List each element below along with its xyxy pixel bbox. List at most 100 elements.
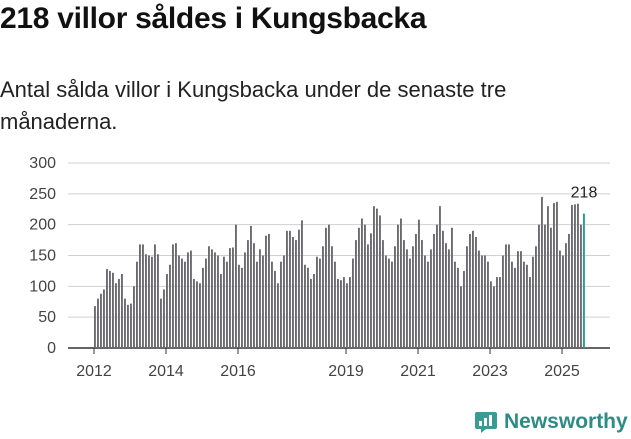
bar bbox=[352, 258, 354, 348]
bar-series bbox=[94, 196, 585, 348]
bar bbox=[523, 261, 525, 348]
x-tick-label: 2014 bbox=[148, 363, 184, 380]
bar bbox=[409, 258, 411, 348]
bar bbox=[508, 244, 510, 348]
bar bbox=[553, 203, 555, 348]
bar bbox=[460, 286, 462, 348]
bar bbox=[484, 255, 486, 348]
bar bbox=[166, 274, 168, 348]
bar bbox=[244, 252, 246, 348]
bar bbox=[319, 258, 321, 348]
bar bbox=[214, 252, 216, 348]
x-tick-label: 2025 bbox=[544, 363, 580, 380]
bar bbox=[568, 233, 570, 348]
bar bbox=[178, 255, 180, 348]
bar bbox=[289, 230, 291, 348]
bar bbox=[574, 204, 576, 348]
bar bbox=[217, 255, 219, 348]
bar bbox=[106, 269, 108, 348]
bar bbox=[412, 246, 414, 348]
bar bbox=[229, 248, 231, 348]
bar bbox=[511, 261, 513, 348]
bar bbox=[253, 243, 255, 348]
bar bbox=[154, 244, 156, 348]
bar bbox=[232, 247, 234, 348]
bar bbox=[376, 208, 378, 348]
bar bbox=[235, 224, 237, 348]
bar bbox=[334, 261, 336, 348]
x-axis: 2012 2014 2016 2019 2021 2023 2025 bbox=[76, 348, 580, 380]
bar bbox=[493, 286, 495, 348]
bar bbox=[190, 250, 192, 348]
bar bbox=[256, 261, 258, 348]
bar bbox=[415, 233, 417, 348]
bar bbox=[340, 280, 342, 348]
bar bbox=[355, 240, 357, 348]
bar bbox=[559, 250, 561, 348]
bar bbox=[448, 249, 450, 348]
bar bbox=[163, 289, 165, 348]
bar bbox=[322, 246, 324, 348]
bar bbox=[181, 258, 183, 348]
bar bbox=[148, 255, 150, 348]
bar bbox=[502, 255, 504, 348]
bar bbox=[406, 249, 408, 348]
bar bbox=[475, 237, 477, 348]
bar bbox=[478, 250, 480, 348]
bar bbox=[433, 233, 435, 348]
bar bbox=[199, 283, 201, 348]
x-tick-label: 2021 bbox=[400, 363, 436, 380]
bar bbox=[331, 246, 333, 348]
bar bbox=[268, 233, 270, 348]
bar bbox=[541, 196, 543, 348]
bar bbox=[580, 224, 582, 348]
bar bbox=[487, 261, 489, 348]
bar bbox=[292, 237, 294, 348]
bar bbox=[577, 203, 579, 348]
bar bbox=[250, 225, 252, 348]
bar bbox=[97, 298, 99, 348]
bar bbox=[316, 256, 318, 348]
bar bbox=[304, 264, 306, 348]
bar bbox=[403, 240, 405, 348]
y-tick-label: 200 bbox=[29, 217, 56, 234]
bar bbox=[490, 281, 492, 348]
bar bbox=[298, 229, 300, 348]
bar bbox=[463, 270, 465, 348]
newsworthy-logo: Newsworthy bbox=[474, 405, 628, 439]
y-tick-label: 250 bbox=[29, 186, 56, 203]
bar bbox=[193, 278, 195, 348]
bar bbox=[514, 267, 516, 348]
bar bbox=[550, 227, 552, 348]
bar bbox=[538, 224, 540, 348]
bar bbox=[379, 215, 381, 348]
bar bbox=[310, 278, 312, 348]
bar bbox=[172, 244, 174, 348]
bar bbox=[112, 272, 114, 348]
bar bbox=[481, 255, 483, 348]
bar bbox=[118, 278, 120, 348]
bar bbox=[202, 267, 204, 348]
bar bbox=[532, 256, 534, 348]
x-tick-label: 2023 bbox=[472, 363, 508, 380]
bar bbox=[100, 293, 102, 348]
bar bbox=[421, 240, 423, 348]
x-tick-label: 2016 bbox=[220, 363, 256, 380]
bar bbox=[466, 246, 468, 348]
bar bbox=[442, 230, 444, 348]
bar bbox=[544, 224, 546, 348]
bar bbox=[313, 274, 315, 348]
bar bbox=[286, 230, 288, 348]
bar bbox=[397, 224, 399, 348]
bar bbox=[184, 261, 186, 348]
y-tick-label: 100 bbox=[29, 278, 56, 295]
bar bbox=[121, 274, 123, 348]
bar bbox=[391, 261, 393, 348]
bar bbox=[274, 270, 276, 348]
bar bbox=[145, 254, 147, 348]
bar bbox=[343, 277, 345, 348]
x-tick-label: 2019 bbox=[328, 363, 364, 380]
bar bbox=[328, 224, 330, 348]
bar bbox=[103, 289, 105, 348]
